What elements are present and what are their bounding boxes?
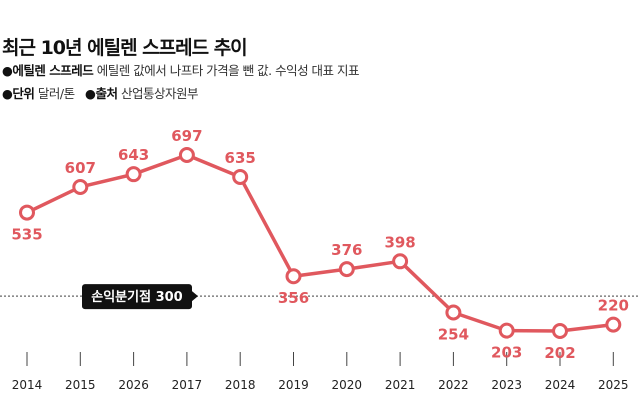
unit-term: ●단위 [2,86,35,101]
x-tick-label: 2024 [545,378,576,392]
data-point [445,304,462,321]
data-label: 203 [491,344,522,362]
data-label: 635 [225,149,256,167]
data-point [338,261,355,278]
x-tick-label: 2018 [225,378,256,392]
x-tick-label: 2022 [438,378,469,392]
source-term: ●출처 [85,86,118,101]
data-point [285,268,302,285]
x-tick-label: 2019 [278,378,309,392]
data-point [392,253,409,270]
data-point [232,169,249,186]
data-label: 607 [65,159,96,177]
data-label: 220 [598,297,629,315]
data-point [19,204,35,221]
data-label: 202 [544,344,575,362]
data-label: 356 [278,289,309,307]
series-line [26,153,614,333]
source-text: 산업통상자원부 [120,86,199,101]
data-label: 254 [438,326,469,344]
x-tick-label: 2021 [385,378,416,392]
x-tick-label: 2014 [12,378,43,392]
x-tick-label: 2017 [172,378,203,392]
definition-note: ●에틸렌 스프레드 에틸렌 값에서 나프타 가격을 뺀 값. 수익성 대표 지표 [2,60,360,79]
definition-term: ●에틸렌 스프레드 [2,63,94,78]
data-point [72,178,89,195]
x-tick-label: 2025 [598,378,629,392]
unit-source-note: ●단위 달러/톤 ●출처 산업통상자원부 [2,83,198,102]
chart-title: 최근 10년 에틸렌 스프레드 추이 [2,37,248,59]
data-point [605,316,622,333]
data-point [552,323,568,339]
x-tick-label: 2015 [65,378,96,392]
unit-text: 달러/톤 [37,86,75,101]
breakeven-label: 손익분기점 300 [91,289,182,305]
data-label: 643 [118,146,149,164]
data-label: 697 [171,127,202,145]
data-point [178,146,195,163]
x-tick-label: 2026 [118,378,149,392]
data-label: 376 [331,241,362,259]
data-point [498,322,515,339]
breakeven-callout: 손익분기점 300 [82,284,198,310]
x-tick-label: 2023 [491,378,522,392]
data-label: 535 [11,226,42,244]
x-tick-label: 2020 [332,378,363,392]
data-point [125,166,142,183]
data-label: 398 [384,233,415,251]
definition-text: 에틸렌 값에서 나프타 가격을 뺀 값. 수익성 대표 지표 [96,63,360,78]
